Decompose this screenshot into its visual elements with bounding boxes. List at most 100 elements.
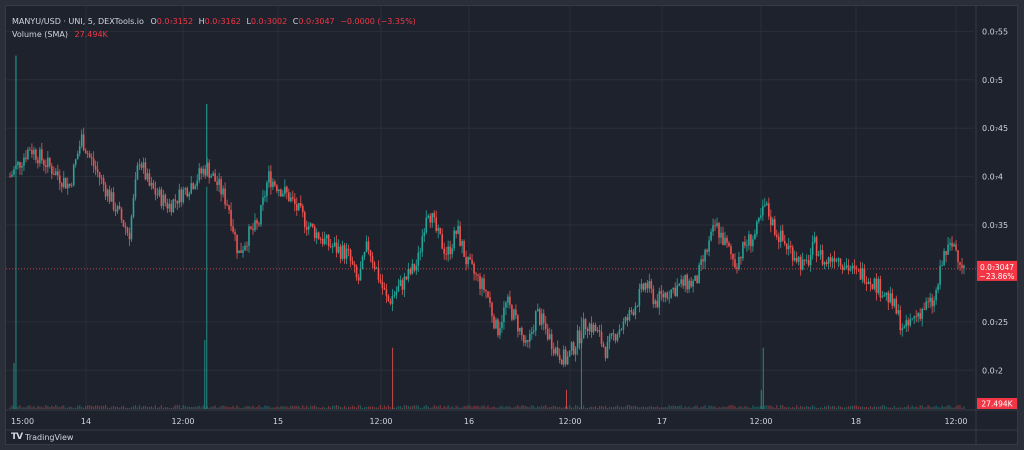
candle-body[interactable]	[238, 250, 240, 254]
candle-body[interactable]	[180, 189, 183, 203]
candle-body[interactable]	[333, 242, 336, 247]
candle-body[interactable]	[419, 251, 422, 253]
candle-body[interactable]	[821, 250, 824, 265]
candle-body[interactable]	[184, 188, 187, 190]
candle-body[interactable]	[393, 295, 396, 297]
candle-body[interactable]	[361, 256, 364, 269]
candle-body[interactable]	[260, 204, 262, 225]
candle-body[interactable]	[33, 149, 35, 155]
candle-body[interactable]	[772, 219, 774, 226]
candle-body[interactable]	[726, 237, 728, 243]
candle-body[interactable]	[256, 220, 258, 224]
candle-body[interactable]	[385, 289, 388, 296]
candle-body[interactable]	[254, 220, 256, 231]
candle-body[interactable]	[801, 259, 804, 270]
candle-body[interactable]	[158, 189, 161, 196]
candle-body[interactable]	[873, 278, 876, 289]
candle-body[interactable]	[186, 188, 189, 197]
candle-body[interactable]	[831, 258, 834, 262]
candle-body[interactable]	[469, 257, 471, 260]
candle-body[interactable]	[421, 236, 424, 252]
candle-body[interactable]	[122, 219, 125, 227]
candle-body[interactable]	[224, 188, 226, 205]
candle-body[interactable]	[885, 292, 888, 296]
candle-body[interactable]	[959, 262, 961, 265]
candle-body[interactable]	[578, 330, 581, 344]
candle-body[interactable]	[704, 249, 706, 262]
candle-body[interactable]	[738, 256, 740, 269]
candle-body[interactable]	[907, 320, 910, 326]
candle-body[interactable]	[626, 317, 629, 321]
candle-body[interactable]	[23, 157, 25, 166]
candle-body[interactable]	[142, 162, 145, 168]
candle-body[interactable]	[321, 239, 324, 244]
candle-body[interactable]	[811, 242, 814, 255]
candle-body[interactable]	[909, 319, 912, 326]
candle-body[interactable]	[329, 246, 332, 247]
candle-body[interactable]	[855, 267, 858, 269]
candle-body[interactable]	[582, 319, 585, 339]
candle-body[interactable]	[887, 292, 890, 303]
candle-body[interactable]	[686, 274, 688, 290]
candle-body[interactable]	[799, 256, 802, 270]
candle-body[interactable]	[62, 177, 65, 187]
candle-body[interactable]	[787, 245, 790, 250]
candle-body[interactable]	[644, 283, 647, 290]
candle-body[interactable]	[132, 197, 135, 217]
candle-body[interactable]	[509, 296, 511, 305]
candle-body[interactable]	[206, 162, 208, 176]
candle-body[interactable]	[435, 217, 438, 231]
candle-body[interactable]	[670, 289, 673, 298]
candle-body[interactable]	[220, 179, 222, 195]
candle-body[interactable]	[521, 327, 523, 336]
candle-body[interactable]	[947, 244, 949, 255]
candle-body[interactable]	[232, 226, 234, 232]
candle-body[interactable]	[552, 349, 555, 354]
candle-body[interactable]	[652, 288, 655, 305]
candle-body[interactable]	[533, 330, 535, 332]
candle-body[interactable]	[96, 169, 99, 173]
candle-body[interactable]	[702, 259, 704, 262]
candle-body[interactable]	[154, 188, 157, 195]
candle-body[interactable]	[198, 168, 201, 181]
candle-body[interactable]	[64, 177, 67, 189]
candle-body[interactable]	[538, 309, 541, 325]
candle-body[interactable]	[602, 344, 605, 347]
candle-body[interactable]	[170, 203, 173, 213]
candle-body[interactable]	[19, 161, 21, 168]
candle-body[interactable]	[425, 217, 428, 233]
candle-body[interactable]	[766, 203, 768, 206]
candle-body[interactable]	[819, 250, 822, 255]
candle-body[interactable]	[835, 260, 838, 262]
candle-body[interactable]	[519, 327, 521, 332]
candle-body[interactable]	[252, 228, 254, 231]
candle-body[interactable]	[359, 268, 362, 281]
candle-body[interactable]	[311, 223, 314, 227]
candle-body[interactable]	[146, 173, 149, 180]
candle-body[interactable]	[630, 310, 633, 312]
candle-body[interactable]	[357, 277, 360, 281]
candle-body[interactable]	[875, 278, 878, 293]
candle-body[interactable]	[124, 226, 127, 229]
candle-body[interactable]	[628, 310, 631, 321]
candle-body[interactable]	[138, 164, 141, 166]
candle-body[interactable]	[608, 336, 611, 343]
candle-body[interactable]	[228, 205, 230, 210]
candle-body[interactable]	[60, 183, 63, 187]
candle-body[interactable]	[106, 189, 109, 197]
candle-body[interactable]	[861, 268, 864, 280]
candle-body[interactable]	[634, 306, 637, 315]
candle-body[interactable]	[754, 233, 756, 240]
candle-body[interactable]	[523, 335, 525, 343]
candle-body[interactable]	[212, 173, 214, 176]
candle-body[interactable]	[867, 281, 870, 284]
candle-body[interactable]	[134, 179, 137, 198]
candle-body[interactable]	[781, 230, 784, 241]
candle-body[interactable]	[698, 264, 700, 284]
candle-body[interactable]	[377, 267, 380, 280]
candle-body[interactable]	[461, 241, 463, 246]
candle-body[interactable]	[68, 183, 71, 186]
candle-body[interactable]	[108, 189, 111, 202]
candle-body[interactable]	[622, 321, 625, 330]
candle-body[interactable]	[752, 239, 754, 247]
